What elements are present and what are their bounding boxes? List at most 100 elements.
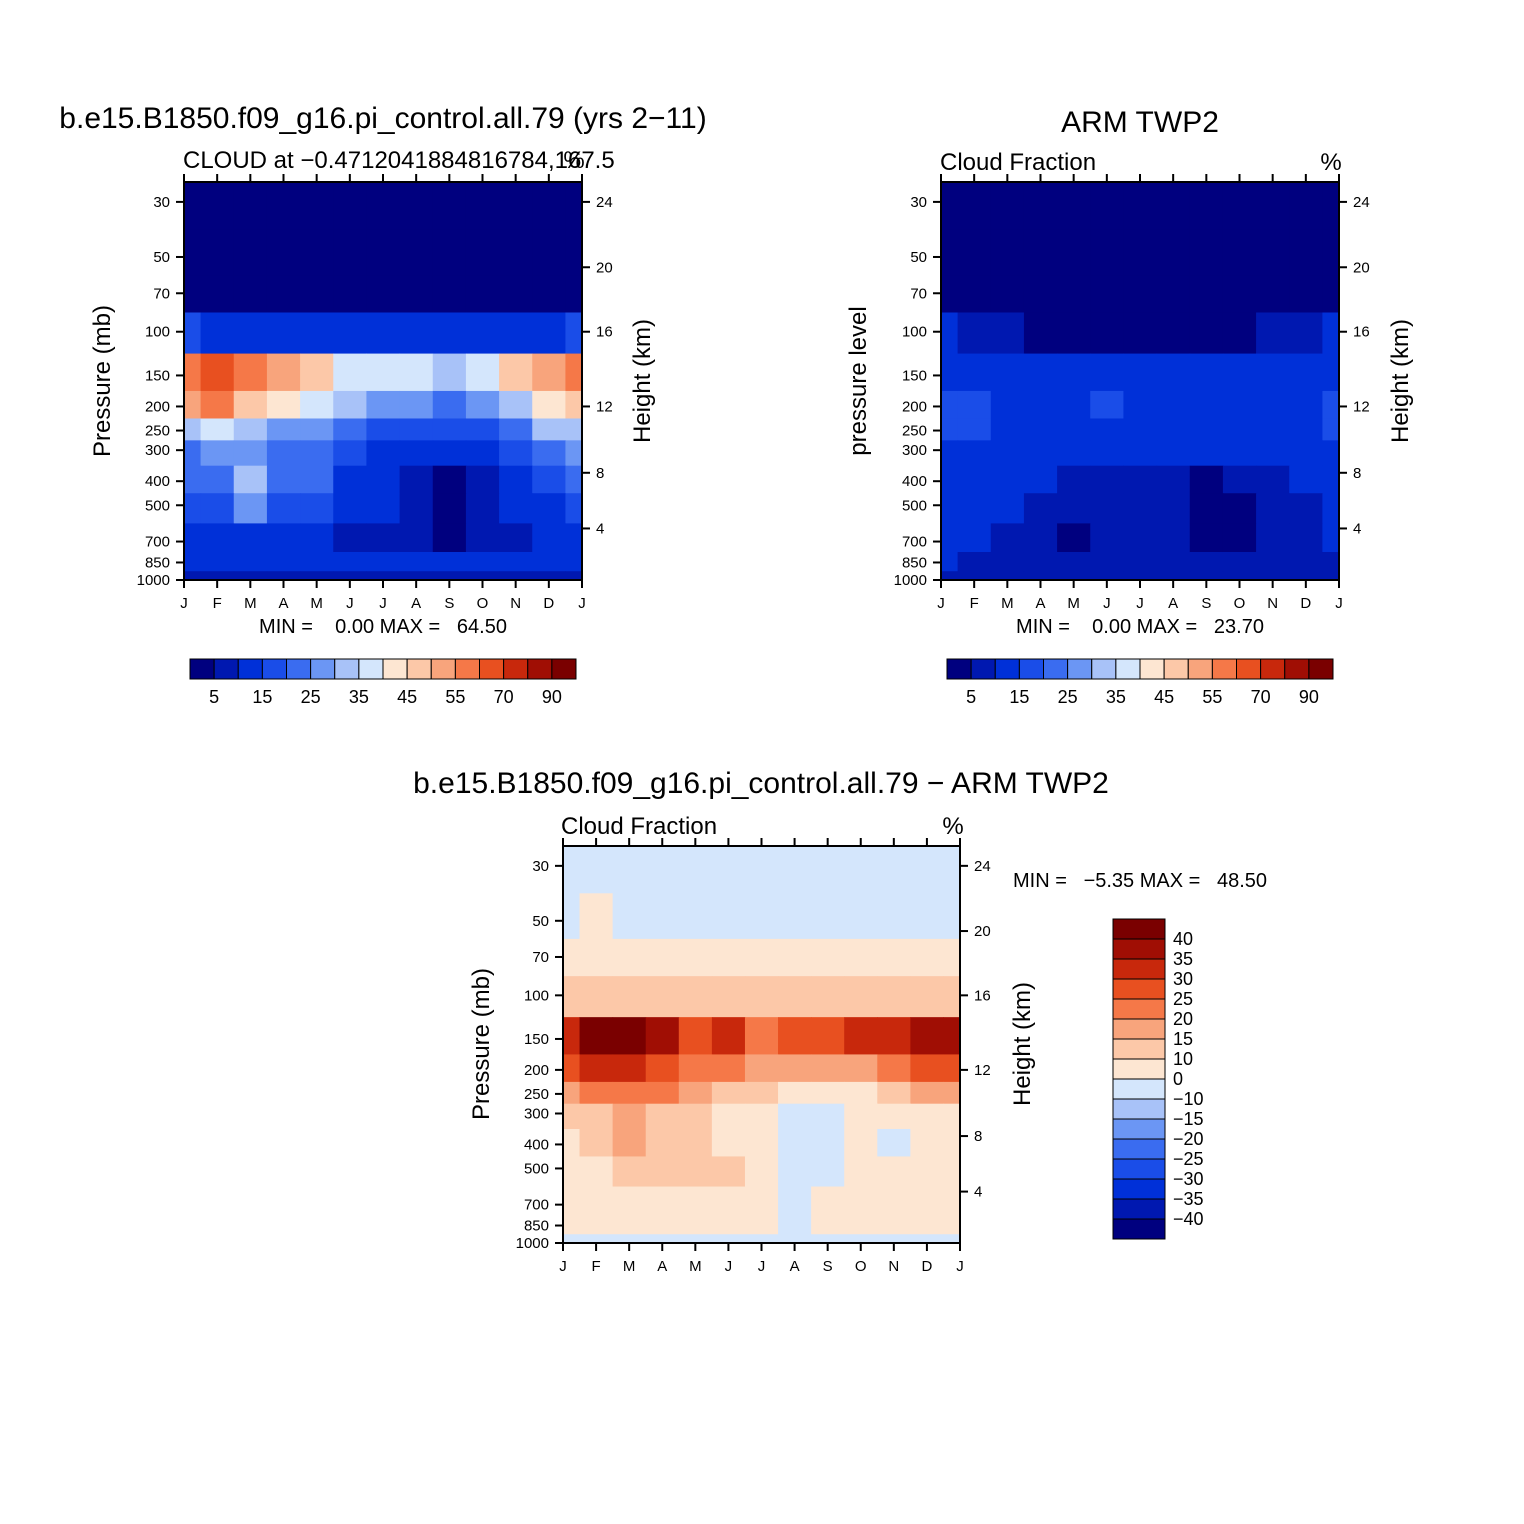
heatmap-cell [612, 1234, 647, 1244]
heatmap-cell [645, 1128, 680, 1157]
heatmap-cell [1123, 182, 1158, 230]
heatmap-cell [563, 893, 581, 940]
heatmap-cell [399, 552, 434, 572]
y-tick-label: 850 [524, 1218, 549, 1235]
heatmap-cell [1222, 465, 1257, 494]
heatmap-cell [1090, 571, 1124, 581]
heatmap-cell [778, 1234, 812, 1244]
heatmap-cell [957, 571, 992, 581]
x-tick-label: A [1035, 595, 1045, 612]
heatmap-cell [579, 1215, 614, 1235]
colorbar-box [1112, 1118, 1166, 1140]
heatmap-cell [399, 390, 434, 419]
heatmap-cell [366, 465, 401, 494]
heatmap-cell [612, 1081, 647, 1105]
colorbar-label: 90 [1299, 687, 1319, 707]
heatmap-cell [565, 571, 583, 581]
heatmap-cell [532, 312, 566, 355]
heatmap-cell [844, 1103, 878, 1130]
colorbar-box [213, 658, 239, 680]
heatmap-cell [1156, 493, 1191, 524]
heatmap-cell [1156, 465, 1191, 494]
heatmap-cell [333, 390, 367, 419]
heatmap-cell [645, 1156, 680, 1188]
heatmap-cell [678, 1156, 713, 1188]
colorbar-box [1112, 938, 1166, 960]
heatmap-cell [565, 312, 583, 355]
heatmap-cell [1123, 229, 1158, 276]
heatmap-cell [811, 1128, 845, 1157]
y-tick-label: 300 [902, 442, 927, 459]
heatmap-cell [612, 1128, 647, 1157]
y-tick-label: 1000 [516, 1235, 549, 1252]
heatmap-cell [1289, 182, 1323, 230]
y-tick-label: 300 [524, 1106, 549, 1123]
heatmap-cell [233, 353, 268, 392]
heatmap-cell [1322, 440, 1340, 467]
heatmap-cell [563, 1081, 581, 1105]
heatmap-cell [579, 1234, 614, 1244]
x-tick-label: M [310, 595, 323, 612]
heatmap-cell [465, 465, 500, 494]
heatmap-cell [266, 440, 301, 467]
heatmap-cell [465, 390, 500, 419]
panel-obs-stats: MIN = 0.00 MAX = 23.70 [1016, 616, 1264, 638]
heatmap-cell [333, 523, 367, 553]
heatmap-cell [499, 229, 533, 276]
heatmap-cell [877, 1186, 911, 1216]
colorbar-label: 15 [252, 687, 272, 707]
heatmap-cell [300, 552, 334, 572]
heatmap-cell [1156, 523, 1191, 553]
colorbar-box [1115, 658, 1141, 680]
heatmap-cell [811, 976, 845, 1018]
heatmap-cell [1057, 571, 1091, 581]
heatmap-cell [957, 465, 992, 494]
x-tick-label: A [278, 595, 288, 612]
heatmap-cell [1057, 390, 1091, 419]
heatmap-cell [1189, 229, 1224, 276]
x-tick-label: S [1201, 595, 1211, 612]
heatmap-cell [678, 1234, 713, 1244]
heatmap-cell [811, 1017, 845, 1055]
heatmap-cell [990, 275, 1025, 313]
heatmap-cell [1322, 229, 1340, 276]
heatmap-cell [990, 353, 1025, 392]
heatmap-cell [844, 976, 878, 1018]
heatmap-cell [579, 1186, 614, 1216]
heatmap-cell [266, 182, 301, 230]
colorbar-box [189, 658, 215, 680]
x-tick-label: S [823, 1258, 833, 1275]
heatmap-cell [399, 493, 434, 524]
heatmap-cell [1090, 312, 1124, 355]
heatmap-cell [678, 893, 713, 940]
heatmap-cell [200, 440, 235, 467]
heatmap-cell [1256, 275, 1290, 313]
heatmap-cell [990, 418, 1025, 441]
heatmap-cell [366, 353, 401, 392]
heatmap-cell [579, 1017, 614, 1055]
panel-obs: ARM TWP2 Cloud Fraction % J F M A M J J A S O N D J 3… [845, 106, 1414, 707]
colorbar-label: −25 [1173, 1149, 1204, 1169]
colorbar-box [1260, 658, 1286, 680]
heatmap-cell [499, 465, 533, 494]
heatmap-cell [1256, 418, 1290, 441]
heatmap-cell [399, 418, 434, 441]
colorbar-box [286, 658, 312, 680]
heatmap-cell [233, 440, 268, 467]
y-tick-label: 400 [524, 1136, 549, 1153]
panel-diff-ylabel-right: Height (km) [1009, 982, 1036, 1106]
x-tick-label: M [244, 595, 257, 612]
heatmap-cell [1023, 571, 1058, 581]
heatmap-cell [1222, 353, 1257, 392]
heatmap-cell [499, 571, 533, 581]
heatmap-cell [563, 1054, 581, 1083]
heatmap-cell [1189, 465, 1224, 494]
heatmap-cell [233, 390, 268, 419]
heatmap-cell [910, 1234, 944, 1244]
heatmap-cell [877, 893, 911, 940]
y-tick-right-label: 4 [974, 1184, 982, 1201]
heatmap-cell [711, 1186, 746, 1216]
x-tick-label: M [1067, 595, 1080, 612]
heatmap-cell [990, 312, 1025, 355]
heatmap-cell [910, 1156, 944, 1188]
